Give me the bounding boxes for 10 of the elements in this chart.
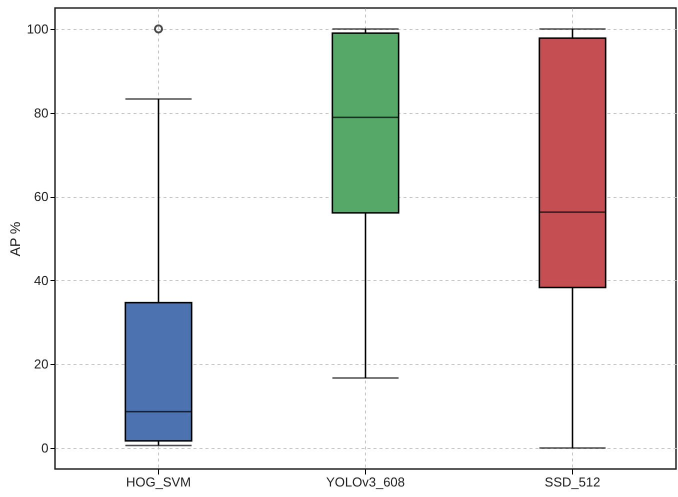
y-tick-label: 80 bbox=[34, 105, 48, 120]
x-tick-label: SSD_512 bbox=[544, 474, 600, 490]
y-tick-label: 100 bbox=[26, 21, 48, 36]
y-tick-label: 0 bbox=[41, 440, 48, 456]
x-tick-label: YOLOv3_608 bbox=[326, 474, 405, 490]
y-tick-label: 40 bbox=[34, 272, 48, 288]
y-tick-label: 20 bbox=[34, 356, 48, 372]
x-tick-label: HOG_SVM bbox=[126, 474, 192, 490]
y-tick-label: 60 bbox=[34, 189, 48, 204]
y-axis-title: AP % bbox=[6, 222, 23, 256]
